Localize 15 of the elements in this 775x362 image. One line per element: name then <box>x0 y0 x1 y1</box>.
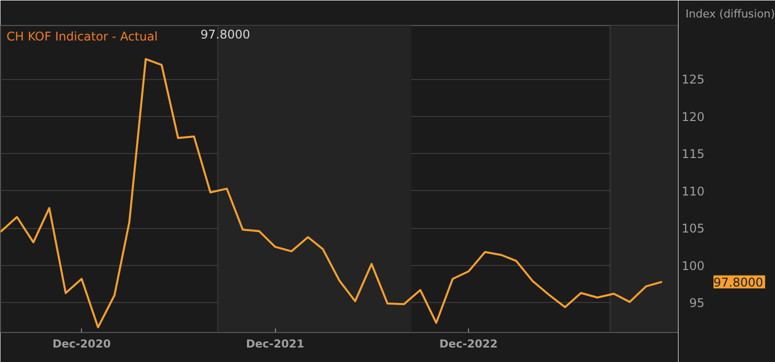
x-tick-label: Dec-2022 <box>439 338 498 350</box>
text: 97.8000 <box>714 275 764 290</box>
y-tick-label: 100 <box>682 258 704 273</box>
chart-subtitle: 97.8000 <box>200 28 250 42</box>
y-tick-label: 125 <box>682 72 704 87</box>
y-axis-title: Index (diffusion) <box>686 8 775 20</box>
x-tick-label: Dec-2020 <box>52 338 112 350</box>
line-series <box>0 58 664 328</box>
y-tick-label: 110 <box>682 184 704 198</box>
y-tick-label: 105 <box>682 222 704 236</box>
y-tick-label: 115 <box>682 147 704 162</box>
y-tick-label: 120 <box>682 110 704 124</box>
x-tick-label: Dec-2021 <box>246 338 304 350</box>
chart-title: CH KOF Indicator - Actual <box>6 30 158 44</box>
y-tick-label: 95 <box>689 296 705 310</box>
